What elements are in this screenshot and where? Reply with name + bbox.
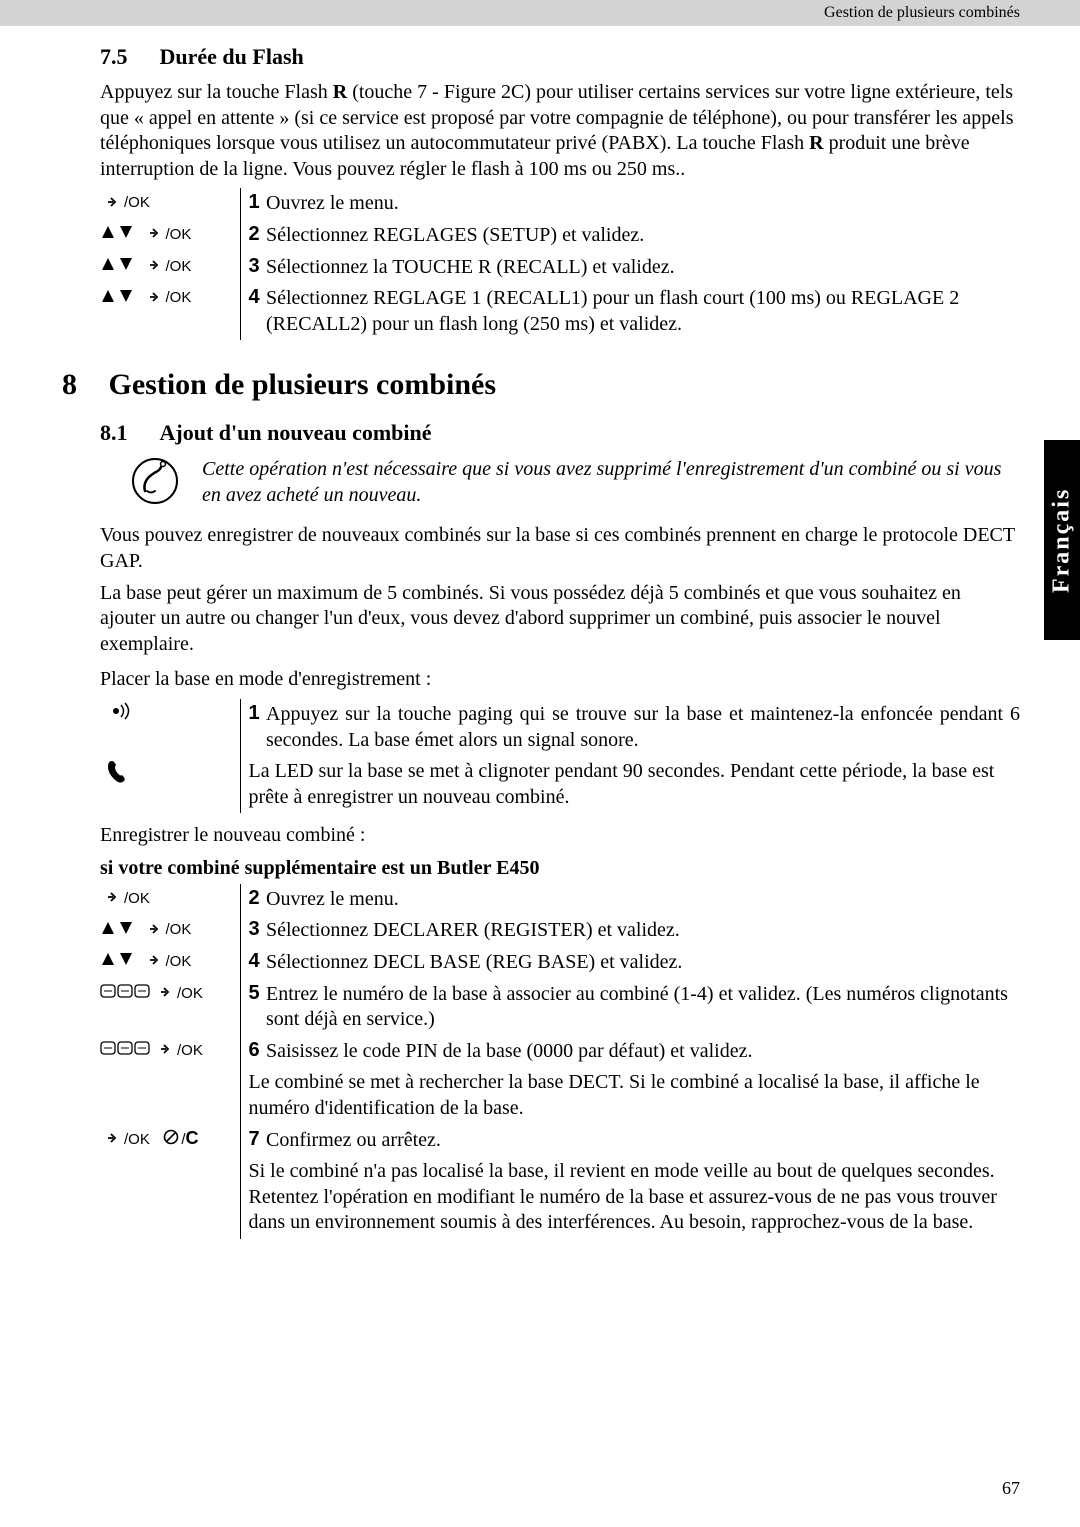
step-number: 6: [240, 1036, 266, 1068]
section-8-1-p1: Vous pouvez enregistrer de nouveaux comb…: [100, 523, 1020, 574]
step-icons: /OK: [100, 979, 240, 1036]
step-text: Saisissez le code PIN de la base (0000 p…: [266, 1036, 1020, 1068]
step-row: Si le combiné n'a pas localisé la base, …: [100, 1156, 1020, 1239]
step-text: Sélectionnez DECL BASE (REG BASE) et val…: [266, 947, 1020, 979]
step-number: 1: [240, 699, 266, 756]
step-icons: [100, 756, 240, 813]
step-text: Ouvrez le menu.: [266, 188, 1020, 220]
page-content: 7.5 Durée du Flash Appuyez sur la touche…: [0, 44, 1080, 1239]
step-row: /OK6Saisissez le code PIN de la base (00…: [100, 1036, 1020, 1068]
step-row: /OK4Sélectionnez REGLAGE 1 (RECALL1) pou…: [100, 283, 1020, 340]
step-row: /OK4Sélectionnez DECL BASE (REG BASE) et…: [100, 947, 1020, 979]
step-icons: [100, 1067, 240, 1124]
step-text: Confirmez ou arrêtez.: [266, 1125, 1020, 1157]
step-number: 3: [240, 915, 266, 947]
section-7-5-steps: /OK1Ouvrez le menu. /OK2Sélectionnez REG…: [100, 188, 1020, 340]
step-number: 1: [240, 188, 266, 220]
step-icons: /OK /C: [100, 1125, 240, 1157]
step-row: La LED sur la base se met à clignoter pe…: [100, 756, 1020, 813]
header-text: Gestion de plusieurs combinés: [824, 4, 1020, 22]
step-row: /OK /C7Confirmez ou arrêtez.: [100, 1125, 1020, 1157]
step-row: /OK2Ouvrez le menu.: [100, 884, 1020, 916]
section-8-1-basemode-steps: 1Appuyez sur la touche paging qui se tro…: [100, 699, 1020, 813]
note-block: Cette opération n'est nécessaire que si …: [130, 456, 1020, 511]
section-8-1-subheading: si votre combiné supplémentaire est un B…: [100, 857, 1020, 880]
section-number: 8: [62, 368, 77, 401]
step-text: Le combiné se met à rechercher la base D…: [240, 1067, 1020, 1124]
step-icons: /OK: [100, 915, 240, 947]
step-number: 2: [240, 884, 266, 916]
step-row: Le combiné se met à rechercher la base D…: [100, 1067, 1020, 1124]
step-text: Sélectionnez la TOUCHE R (RECALL) et val…: [266, 252, 1020, 284]
step-row: 1Appuyez sur la touche paging qui se tro…: [100, 699, 1020, 756]
section-8-1-p2: La base peut gérer un maximum de 5 combi…: [100, 581, 1020, 658]
step-number: 2: [240, 220, 266, 252]
step-row: /OK2Sélectionnez REGLAGES (SETUP) et val…: [100, 220, 1020, 252]
note-text: Cette opération n'est nécessaire que si …: [202, 456, 1020, 508]
language-side-tab: Français: [1044, 440, 1080, 640]
step-icons: /OK: [100, 252, 240, 284]
section-8-heading: 8 Gestion de plusieurs combinés: [62, 368, 1020, 402]
step-icons: /OK: [100, 220, 240, 252]
step-number: 7: [240, 1125, 266, 1157]
section-8-1-heading: 8.1 Ajout d'un nouveau combiné: [100, 420, 1020, 446]
section-title: Gestion de plusieurs combinés: [109, 368, 497, 401]
note-icon: [130, 456, 188, 511]
step-text: Sélectionnez REGLAGE 1 (RECALL1) pour un…: [266, 283, 1020, 340]
section-7-5-heading: 7.5 Durée du Flash: [100, 44, 1020, 70]
step-row: /OK1Ouvrez le menu.: [100, 188, 1020, 220]
step-number: 4: [240, 283, 266, 340]
step-text: Sélectionnez DECLARER (REGISTER) et vali…: [266, 915, 1020, 947]
section-title: Ajout d'un nouveau combiné: [160, 420, 432, 446]
section-number: 7.5: [100, 44, 128, 70]
step-row: /OK3Sélectionnez la TOUCHE R (RECALL) et…: [100, 252, 1020, 284]
step-text: Si le combiné n'a pas localisé la base, …: [240, 1156, 1020, 1239]
step-icons: /OK: [100, 188, 240, 220]
step-icons: /OK: [100, 884, 240, 916]
section-8-1-p4: Enregistrer le nouveau combiné :: [100, 823, 1020, 849]
step-row: /OK5Entrez le numéro de la base à associ…: [100, 979, 1020, 1036]
page-number: 67: [1002, 1478, 1020, 1499]
section-title: Durée du Flash: [160, 44, 304, 70]
step-icons: /OK: [100, 947, 240, 979]
step-text: Sélectionnez REGLAGES (SETUP) et validez…: [266, 220, 1020, 252]
header-bar: Gestion de plusieurs combinés: [0, 0, 1080, 26]
step-icons: /OK: [100, 283, 240, 340]
section-8-1-p3: Placer la base en mode d'enregistrement …: [100, 667, 1020, 693]
section-number: 8.1: [100, 420, 128, 446]
step-text: Ouvrez le menu.: [266, 884, 1020, 916]
step-icons: [100, 1156, 240, 1239]
step-row: /OK3Sélectionnez DECLARER (REGISTER) et …: [100, 915, 1020, 947]
step-number: 3: [240, 252, 266, 284]
step-number: 4: [240, 947, 266, 979]
step-text: Appuyez sur la touche paging qui se trou…: [266, 699, 1020, 756]
step-icons: [100, 699, 240, 756]
step-text: Entrez le numéro de la base à associer a…: [266, 979, 1020, 1036]
step-icons: /OK: [100, 1036, 240, 1068]
step-text: La LED sur la base se met à clignoter pe…: [240, 756, 1020, 813]
step-number: 5: [240, 979, 266, 1036]
section-7-5-body: Appuyez sur la touche Flash R (touche 7 …: [100, 80, 1020, 182]
section-8-1-register-steps: /OK2Ouvrez le menu. /OK3Sélectionnez DEC…: [100, 884, 1020, 1239]
